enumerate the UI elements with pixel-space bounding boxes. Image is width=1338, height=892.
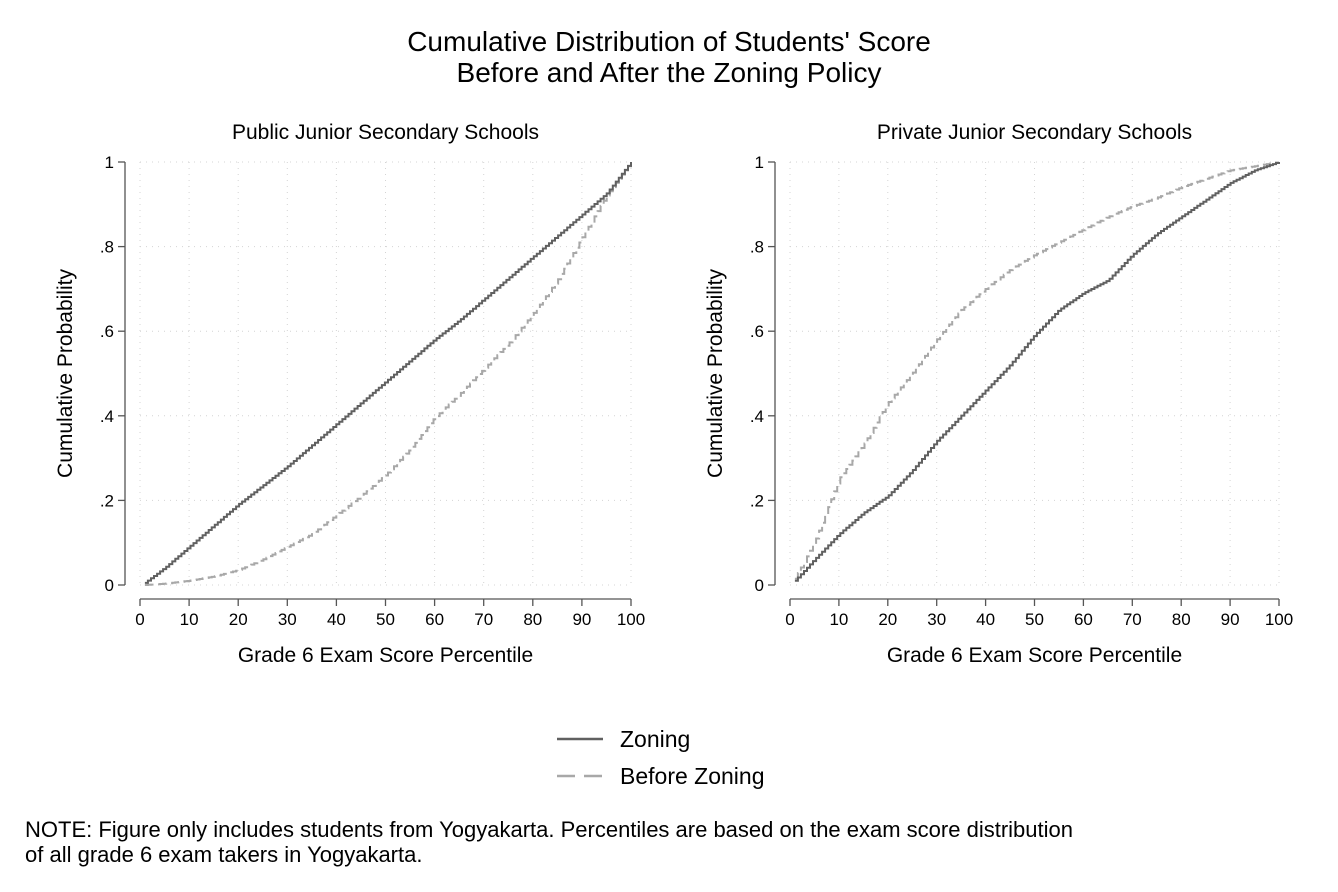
x-tick-label: 40 xyxy=(976,610,995,629)
x-tick-label: 30 xyxy=(927,610,946,629)
x-tick-label: 20 xyxy=(878,610,897,629)
x-tick-label: 70 xyxy=(1123,610,1142,629)
x-tick-label: 80 xyxy=(523,610,542,629)
y-tick-label: .6 xyxy=(750,322,764,341)
x-tick-label: 70 xyxy=(474,610,493,629)
y-tick-label: .2 xyxy=(750,491,764,510)
figure-title-line-2: Before and After the Zoning Policy xyxy=(457,57,882,88)
x-tick-label: 0 xyxy=(135,610,144,629)
y-tick-label: .4 xyxy=(100,407,114,426)
y-tick-label: .8 xyxy=(750,238,764,257)
x-tick-label: 80 xyxy=(1172,610,1191,629)
y-tick-label: 1 xyxy=(105,153,114,172)
x-tick-label: 10 xyxy=(180,610,199,629)
x-tick-label: 30 xyxy=(278,610,297,629)
legend: Zoning Before Zoning xyxy=(557,726,764,789)
y-tick-label: .6 xyxy=(100,322,114,341)
private-schools-panel: Private Junior Secondary Schools 0 .2 .4 .6.… xyxy=(704,121,1293,667)
x-tick-label: 100 xyxy=(1265,610,1293,629)
x-tick-label: 90 xyxy=(572,610,591,629)
public-schools-panel: Public Junior Secondary Schools 0 .2 .4 .6 .8… xyxy=(54,121,645,667)
x-tick-label: 90 xyxy=(1221,610,1240,629)
y-axis-label: Cumulative Probability xyxy=(704,269,727,478)
x-tick-label: 10 xyxy=(829,610,848,629)
figure-note-line-1: NOTE: Figure only includes students from… xyxy=(25,817,1073,842)
series-line-before-zoning xyxy=(144,162,632,586)
panel-title: Public Junior Secondary Schools xyxy=(232,121,539,144)
series-line-before-zoning xyxy=(794,161,1280,580)
legend-label-before-zoning: Before Zoning xyxy=(620,763,764,789)
figure-title-line-1: Cumulative Distribution of Students' Sco… xyxy=(407,26,931,57)
x-tick-label: 0 xyxy=(785,610,794,629)
x-tick-label: 60 xyxy=(1074,610,1093,629)
y-tick-label: .2 xyxy=(100,491,114,510)
x-axis-label: Grade 6 Exam Score Percentile xyxy=(887,644,1182,667)
figure-note-line-2: of all grade 6 exam takers in Yogyakarta… xyxy=(25,842,422,867)
y-tick-label: .4 xyxy=(750,407,764,426)
y-tick-label: .8 xyxy=(100,238,114,257)
x-tick-label: 50 xyxy=(1025,610,1044,629)
x-axis-label: Grade 6 Exam Score Percentile xyxy=(238,644,533,667)
y-tick-label: 1 xyxy=(755,153,764,172)
y-tick-label: 0 xyxy=(755,576,764,595)
x-tick-label: 50 xyxy=(376,610,395,629)
y-tick-label: 0 xyxy=(105,576,114,595)
series-line-zoning xyxy=(144,162,632,584)
x-tick-label: 20 xyxy=(229,610,248,629)
legend-label-zoning: Zoning xyxy=(620,726,690,752)
series-line-zoning xyxy=(794,162,1280,582)
x-tick-label: 100 xyxy=(617,610,645,629)
panel-title: Private Junior Secondary Schools xyxy=(877,121,1192,144)
x-tick-label: 40 xyxy=(327,610,346,629)
y-axis-label: Cumulative Probability xyxy=(54,269,77,478)
x-tick-label: 60 xyxy=(425,610,444,629)
